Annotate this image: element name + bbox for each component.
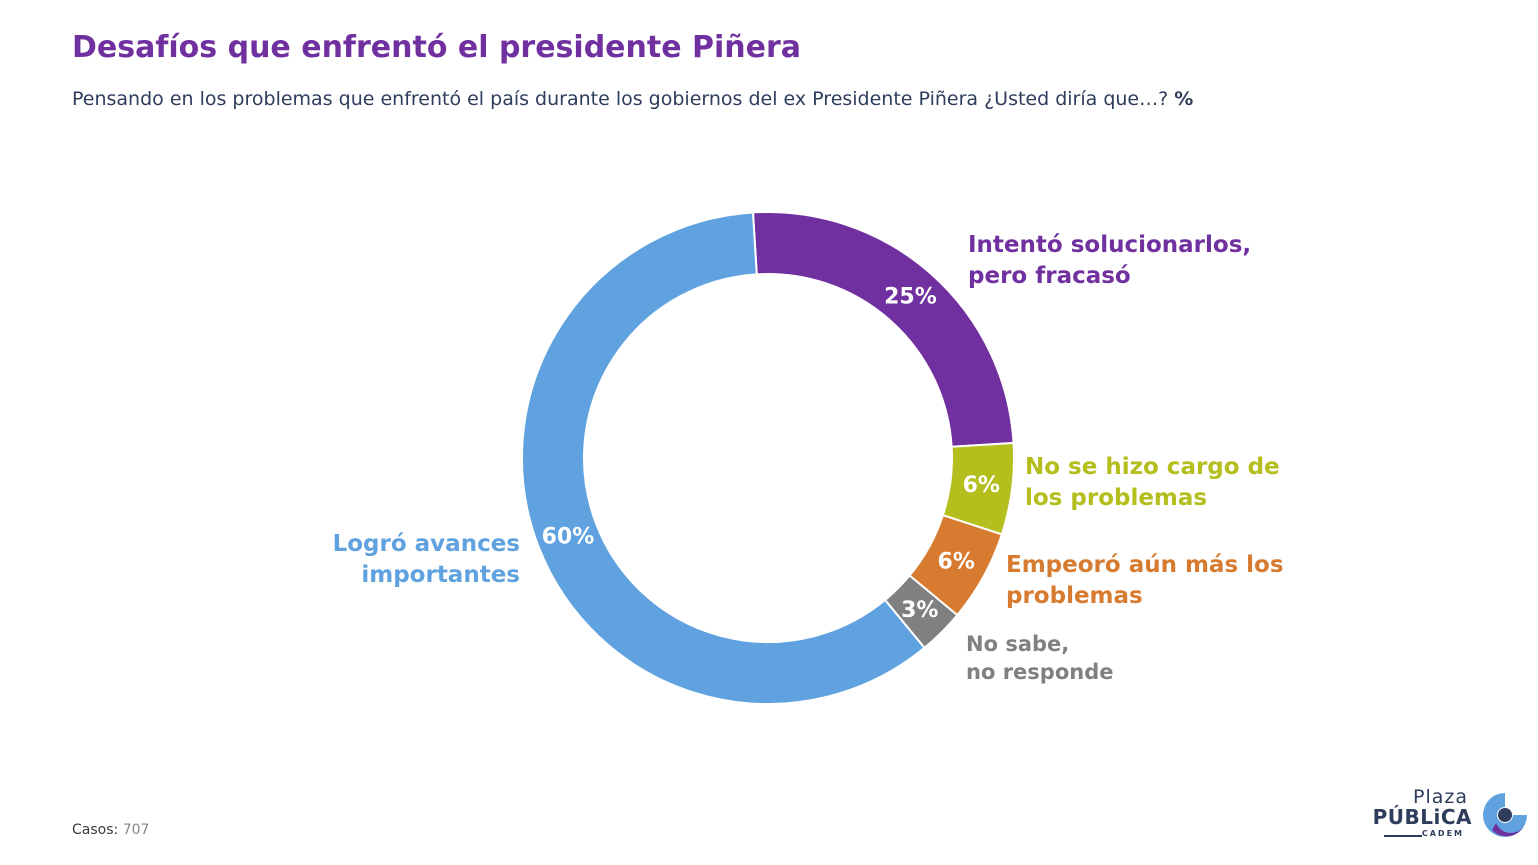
value-label-logro: 60% xyxy=(542,524,595,549)
logo-text-plaza: Plaza xyxy=(1413,786,1468,808)
logo-text-publica: PÚBLiCA xyxy=(1372,805,1472,829)
plaza-publica-logo: Plaza PÚBLiCA CADEM xyxy=(1372,786,1530,846)
chart-subtitle: Pensando en los problemas que enfrentó e… xyxy=(72,88,1193,110)
value-label-empeoro: 6% xyxy=(938,549,975,574)
logo-text-cadem: CADEM xyxy=(1421,829,1464,838)
value-label-nosehizo: 6% xyxy=(963,473,1000,498)
legend-label-logro-line1: Logró avances xyxy=(332,531,520,557)
logo-divider xyxy=(1384,835,1422,837)
sample-size: Casos: 707 xyxy=(72,822,149,838)
value-label-intento: 25% xyxy=(884,284,937,309)
legend-label-intento: Intentó solucionarlos, pero fracasó xyxy=(968,230,1251,292)
legend-label-logro-line2: importantes xyxy=(361,562,520,588)
subtitle-text: Pensando en los problemas que enfrentó e… xyxy=(72,88,1169,110)
value-label-nosabe: 3% xyxy=(901,598,938,623)
legend-label-nosabe-line1: No sabe, xyxy=(966,632,1070,656)
legend-label-nosehizo-line1: No se hizo cargo de xyxy=(1025,454,1280,480)
sample-size-label: Casos: xyxy=(72,822,119,838)
legend-label-nosabe-line2: no responde xyxy=(966,660,1114,684)
chart-title: Desafíos que enfrentó el presidente Piñe… xyxy=(72,30,802,65)
logo-swirl-icon xyxy=(1483,793,1527,837)
legend-label-empeoro: Empeoró aún más los problemas xyxy=(1006,550,1284,612)
legend-label-nosehizo: No se hizo cargo de los problemas xyxy=(1025,452,1280,514)
legend-label-empeoro-line2: problemas xyxy=(1006,583,1143,609)
subtitle-unit: % xyxy=(1174,88,1194,110)
slice-logro xyxy=(521,211,926,705)
legend-label-intento-line1: Intentó solucionarlos, xyxy=(968,232,1252,258)
legend-label-empeoro-line1: Empeoró aún más los xyxy=(1006,552,1284,578)
legend-label-intento-line2: pero fracasó xyxy=(968,263,1131,289)
sample-size-value: 707 xyxy=(122,822,150,838)
legend-label-nosabe: No sabe, no responde xyxy=(966,630,1113,686)
legend-label-logro: Logró avances importantes xyxy=(333,529,520,591)
legend-label-nosehizo-line2: los problemas xyxy=(1025,485,1208,511)
